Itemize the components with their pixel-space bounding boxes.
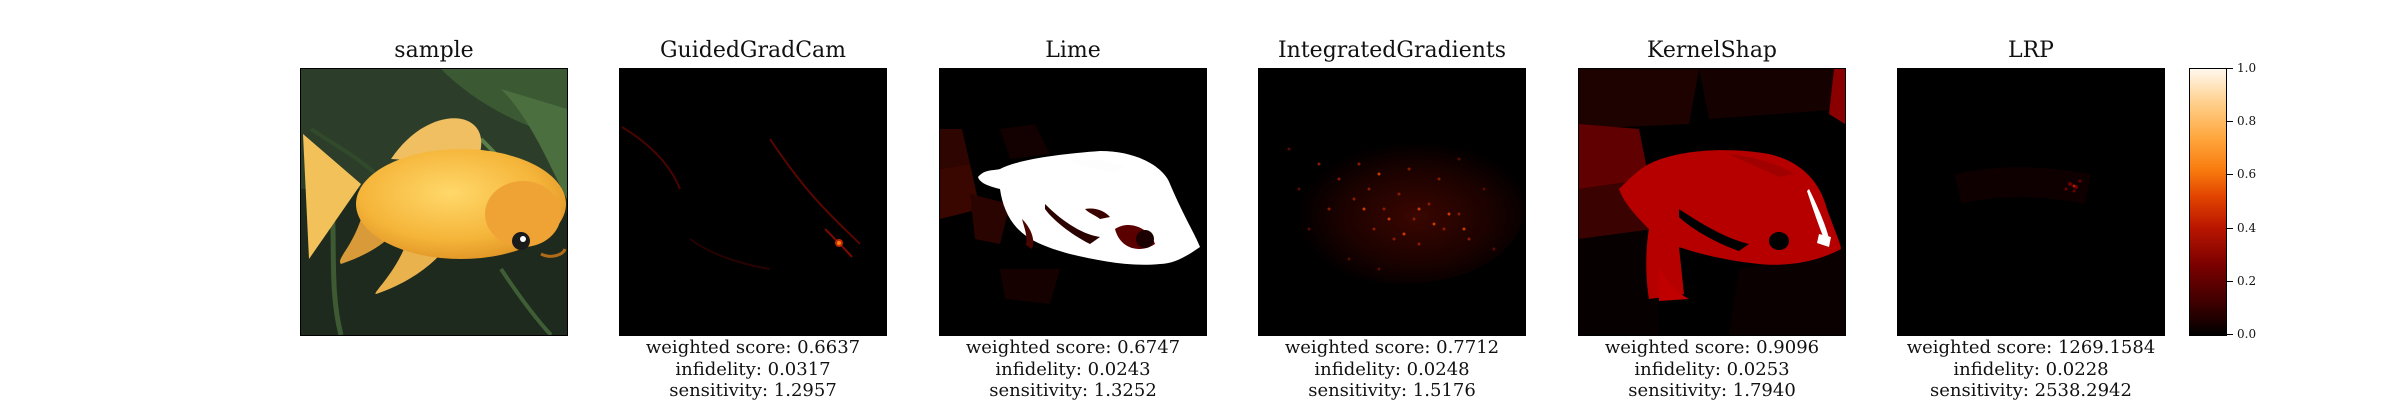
metrics-integratedgradients: weighted score: 0.7712 infidelity: 0.024…: [1238, 337, 1546, 402]
weighted-score: weighted score: 0.7712: [1284, 337, 1500, 358]
metrics-guidedgradcam: weighted score: 0.6637 infidelity: 0.031…: [599, 337, 907, 402]
metrics-lrp: weighted score: 1269.1584 infidelity: 0.…: [1877, 337, 2185, 402]
colorbar-tick: [2227, 334, 2233, 335]
metrics-kernelshap: weighted score: 0.9096 infidelity: 0.025…: [1558, 337, 1866, 402]
heatmap-integratedgradients: [1258, 68, 1526, 336]
colorbar-tick: [2227, 121, 2233, 122]
sensitivity: sensitivity: 1.2957: [669, 380, 837, 401]
infidelity: infidelity: 0.0253: [1634, 358, 1790, 380]
heatmap-kernelshap: [1578, 68, 1846, 336]
heatmap-lime: [939, 68, 1207, 336]
panel-title: sample: [394, 38, 474, 63]
sample-image: [300, 68, 568, 336]
colorbar-tick-label: 1.0: [2237, 61, 2257, 75]
colorbar-tick-label: 0.6: [2237, 167, 2257, 181]
panel-title: Lime: [1045, 38, 1101, 63]
colorbar-tick-label: 0.8: [2237, 114, 2257, 128]
colorbar-tick: [2227, 68, 2233, 69]
colorbar-tick: [2227, 228, 2233, 229]
panel-title: IntegratedGradients: [1277, 38, 1507, 63]
colorbar-tick-label: 0.2: [2237, 274, 2257, 288]
infidelity: infidelity: 0.0317: [675, 358, 831, 380]
infidelity: infidelity: 0.0228: [1953, 358, 2109, 380]
weighted-score: weighted score: 0.9096: [1604, 337, 1820, 358]
colorbar: [2189, 68, 2227, 336]
sensitivity: sensitivity: 1.5176: [1308, 380, 1476, 401]
metrics-lime: weighted score: 0.6747 infidelity: 0.024…: [919, 337, 1227, 402]
infidelity: infidelity: 0.0248: [1314, 358, 1470, 380]
sensitivity: sensitivity: 1.7940: [1628, 380, 1796, 401]
heatmap-lrp: [1897, 68, 2165, 336]
infidelity: infidelity: 0.0243: [995, 358, 1151, 380]
sensitivity: sensitivity: 2538.2942: [1930, 380, 2132, 401]
colorbar-tick: [2227, 174, 2233, 175]
weighted-score: weighted score: 0.6637: [645, 337, 861, 358]
heatmap-guidedgradcam: [619, 68, 887, 336]
sensitivity: sensitivity: 1.3252: [989, 380, 1157, 401]
weighted-score: weighted score: 0.6747: [965, 337, 1181, 358]
colorbar-tick-label: 0.4: [2237, 221, 2257, 235]
panel-title: GuidedGradCam: [659, 38, 847, 63]
colorbar-tick: [2227, 281, 2233, 282]
panel-title: KernelShap: [1646, 38, 1778, 63]
colorbar-tick-label: 0.0: [2237, 327, 2257, 341]
weighted-score: weighted score: 1269.1584: [1906, 337, 2156, 358]
panel-title: LRP: [2008, 38, 2054, 63]
